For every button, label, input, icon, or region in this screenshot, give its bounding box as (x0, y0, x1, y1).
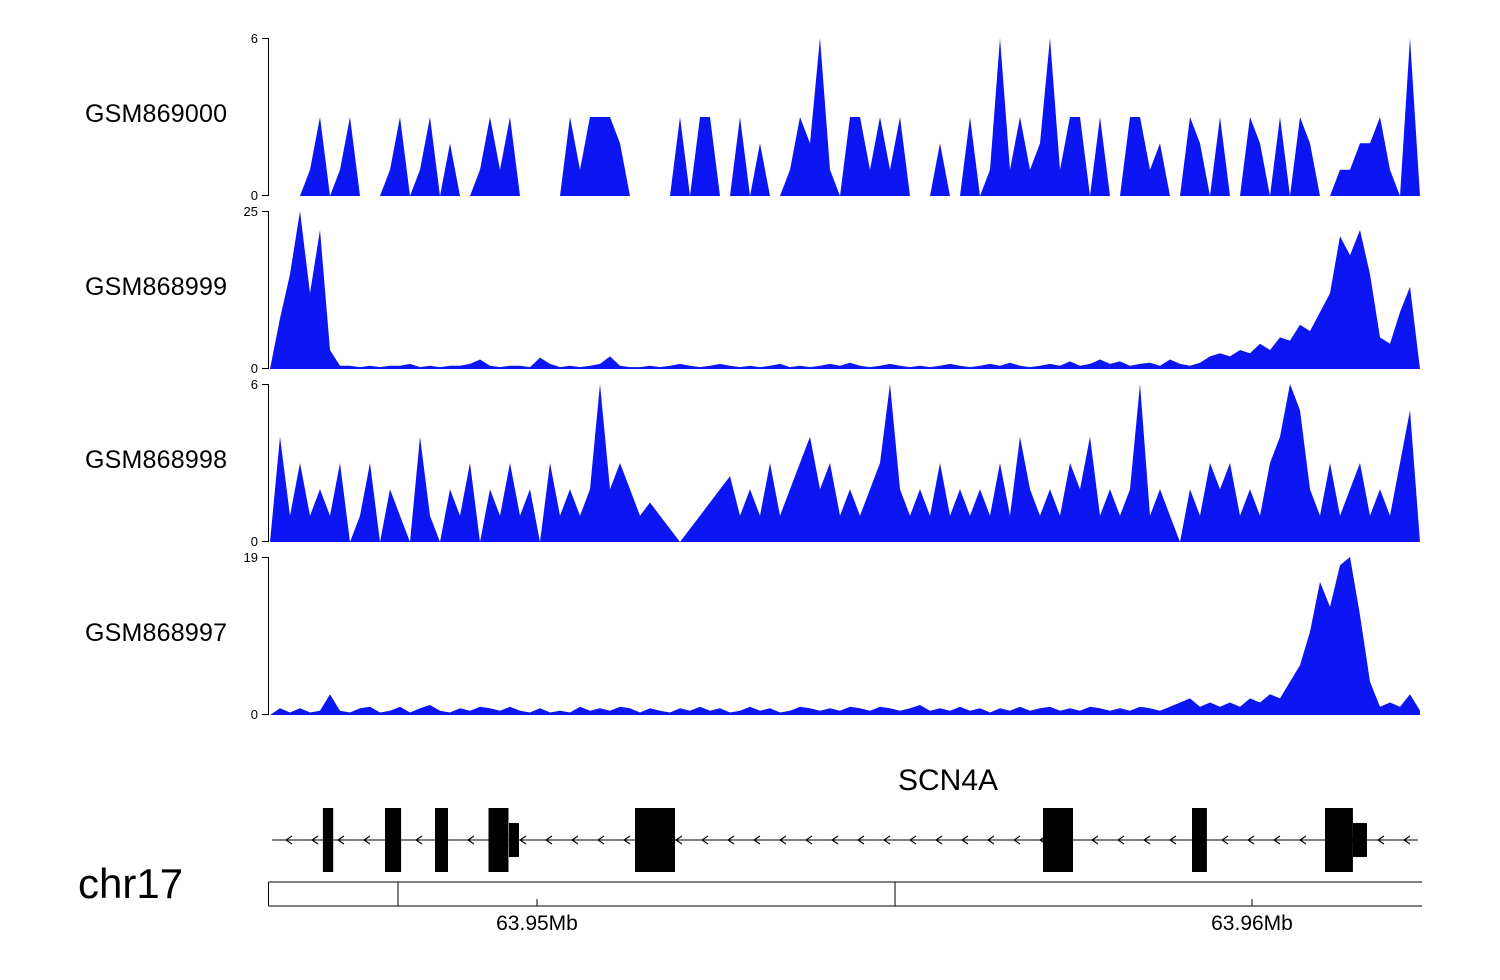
y-axis-max-label: 6 (250, 31, 258, 46)
coverage-track-gsm869000: GSM869000 6 0 (0, 31, 1500, 203)
y-axis-bottom-tick (262, 714, 269, 715)
y-axis-line (268, 38, 269, 196)
coverage-track-gsm868999: GSM868999 25 0 (0, 204, 1500, 376)
y-axis-line (268, 211, 269, 369)
y-axis-line (268, 384, 269, 542)
y-axis-zero-label: 0 (250, 707, 258, 722)
y-axis-max-label: 6 (250, 377, 258, 392)
x-axis-tick-label: 63.96Mb (1211, 912, 1293, 935)
coverage-track-gsm868998: GSM868998 6 0 (0, 377, 1500, 549)
coverage-area-plot (270, 211, 1420, 369)
x-axis-tick-label: 63.95Mb (496, 912, 578, 935)
coverage-area-plot (270, 38, 1420, 196)
coverage-track-gsm868997: GSM868997 19 0 (0, 550, 1500, 722)
y-axis-top-tick (262, 38, 269, 39)
coverage-area-plot (270, 384, 1420, 542)
y-axis-bottom-tick (262, 541, 269, 542)
track-label: GSM869000 (85, 100, 228, 128)
y-axis-top-tick (262, 211, 269, 212)
chromosome-label: chr17 (78, 860, 184, 907)
track-label: GSM868999 (85, 273, 228, 301)
gene-model-track (272, 808, 1418, 872)
y-axis-zero-label: 0 (250, 534, 258, 549)
track-label: GSM868998 (85, 446, 228, 474)
coordinate-ruler (268, 881, 1422, 907)
coverage-area-plot (270, 557, 1420, 715)
y-axis-zero-label: 0 (250, 361, 258, 376)
y-axis-max-label: 19 (243, 550, 258, 565)
gene-name-label: SCN4A (897, 764, 999, 797)
y-axis-bottom-tick (262, 195, 269, 196)
y-axis-line (268, 557, 269, 715)
y-axis-zero-label: 0 (250, 188, 258, 203)
y-axis-bottom-tick (262, 368, 269, 369)
y-axis-max-label: 25 (243, 204, 258, 219)
y-axis-top-tick (262, 384, 269, 385)
track-label: GSM868997 (85, 619, 228, 647)
y-axis-top-tick (262, 557, 269, 558)
